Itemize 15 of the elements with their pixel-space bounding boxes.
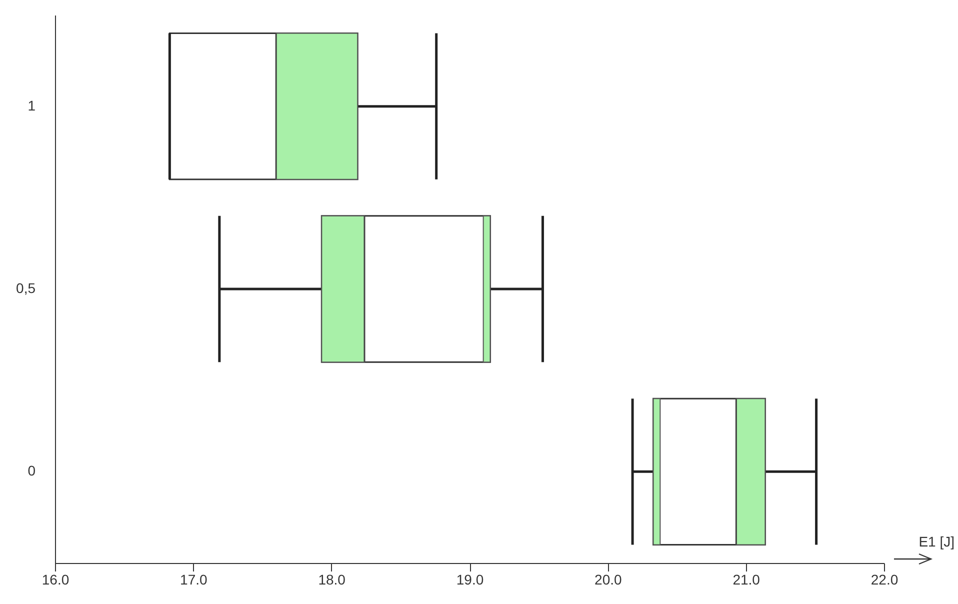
- y-tick-label: 0,5: [16, 280, 36, 296]
- y-tick-label: 1: [28, 97, 36, 114]
- x-tick-label: 16.0: [42, 572, 70, 588]
- x-tick-label: 20.0: [594, 572, 622, 588]
- y-tick-label: 0: [28, 462, 36, 479]
- bar: [652, 398, 661, 546]
- x-axis-title: E1 [J]: [918, 534, 954, 550]
- x-tick-label: 22.0: [870, 572, 898, 588]
- x-tick-label: 19.0: [456, 572, 484, 588]
- bar: [482, 215, 491, 363]
- bar: [736, 398, 766, 546]
- x-tick-label: 18.0: [318, 572, 346, 588]
- bar: [321, 215, 365, 363]
- x-tick-label: 21.0: [732, 572, 760, 588]
- x-tick-label: 17.0: [180, 572, 208, 588]
